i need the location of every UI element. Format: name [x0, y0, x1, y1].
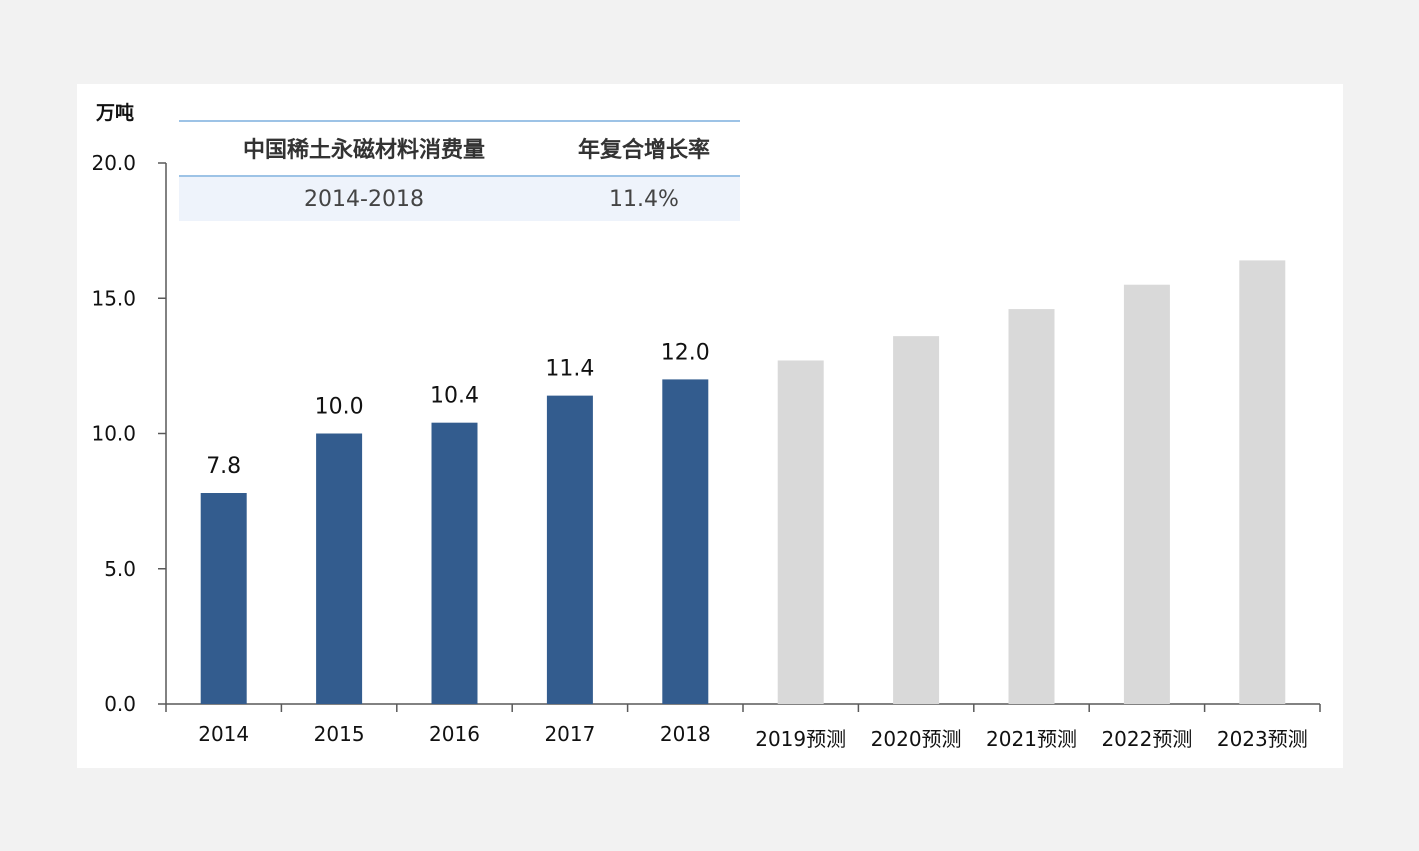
cagr-table: 中国稀土永磁材料消费量 年复合增长率 2014-2018 11.4% — [179, 120, 740, 221]
data-labels: 7.8 10.0 10.4 11.4 12.0 — [206, 340, 710, 479]
bar — [1008, 309, 1055, 704]
y-axis-unit: 万吨 — [95, 101, 134, 124]
y-tick-label: 15.0 — [91, 286, 136, 310]
data-label: 11.4 — [545, 357, 594, 382]
cagr-header-rate: 年复合增长率 — [578, 137, 710, 163]
x-tick-label: 2022预测 — [1101, 727, 1192, 751]
x-tick-label: 2017 — [544, 722, 595, 746]
cagr-period: 2014-2018 — [304, 187, 424, 212]
y-tick-label: 10.0 — [91, 422, 136, 446]
data-label: 12.0 — [661, 340, 710, 365]
bar — [1239, 260, 1286, 704]
x-tick-label: 2014 — [198, 722, 249, 746]
bar — [200, 493, 247, 704]
cagr-row-background — [179, 176, 740, 221]
bar — [893, 336, 940, 704]
data-label: 10.0 — [315, 395, 364, 420]
bar — [1123, 284, 1170, 704]
cagr-header-metric: 中国稀土永磁材料消费量 — [243, 137, 485, 163]
y-tick-label: 5.0 — [104, 557, 136, 581]
x-tick-label: 2020预测 — [871, 727, 962, 751]
bar — [777, 360, 824, 704]
bars — [200, 260, 1286, 704]
y-tick-label: 0.0 — [104, 692, 136, 716]
x-tick-label: 2018 — [660, 722, 711, 746]
y-tick-label: 20.0 — [91, 151, 136, 175]
x-tick-label: 2015 — [314, 722, 365, 746]
bar — [546, 395, 593, 704]
data-label: 7.8 — [206, 454, 241, 479]
y-ticks: 0.0 5.0 10.0 15.0 20.0 — [91, 151, 166, 716]
bar — [662, 379, 709, 704]
bar — [316, 433, 363, 704]
x-tick-label: 2023预测 — [1217, 727, 1308, 751]
data-label: 10.4 — [430, 384, 479, 409]
x-ticks: 2014 2015 2016 2017 2018 2019预测 2020预测 2021预测 20… — [165, 704, 1321, 751]
x-tick-label: 2019预测 — [755, 727, 846, 751]
cagr-rate: 11.4% — [609, 187, 679, 212]
x-tick-label: 2021预测 — [986, 727, 1077, 751]
x-tick-label: 2016 — [429, 722, 480, 746]
bar — [431, 422, 478, 704]
